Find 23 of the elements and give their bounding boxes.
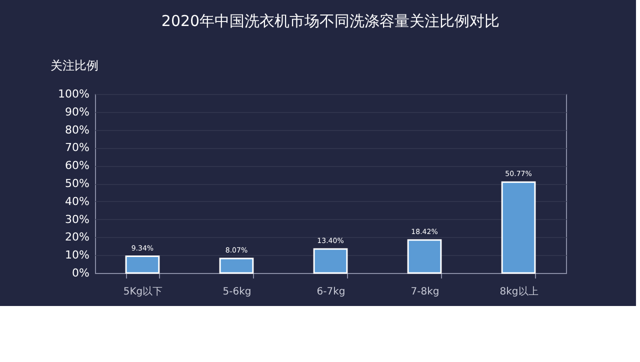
y-tick-label: 40% — [65, 194, 90, 208]
x-tick-label: 5Kg以下 — [123, 286, 163, 298]
y-tick-label: 60% — [65, 159, 90, 172]
y-tick-label: 50% — [65, 177, 90, 190]
bar — [219, 258, 254, 274]
y-tick-label: 0% — [72, 266, 90, 280]
y-tick-label: 100% — [58, 88, 90, 100]
y-axis-title: 关注比例 — [50, 58, 98, 72]
y-tick-label: 10% — [65, 248, 90, 262]
y-tick-label: 30% — [65, 212, 90, 226]
y-tick-label: 80% — [65, 123, 90, 136]
bar — [407, 239, 442, 274]
y-tick-label: 20% — [65, 230, 90, 244]
bar — [313, 248, 348, 274]
chart-title: 2020年中国洗衣机市场不同洗涤容量关注比例对比 — [161, 12, 500, 30]
y-tick-label: 70% — [65, 141, 90, 154]
y-tick-label: 90% — [65, 105, 90, 118]
bar — [125, 256, 160, 274]
x-tick-label: 7-8kg — [410, 286, 440, 298]
x-tick-label: 5-6kg — [222, 286, 252, 298]
bar — [501, 181, 536, 274]
x-tick-label: 6-7kg — [316, 286, 346, 298]
x-tick-label: 8kg以上 — [500, 286, 538, 298]
